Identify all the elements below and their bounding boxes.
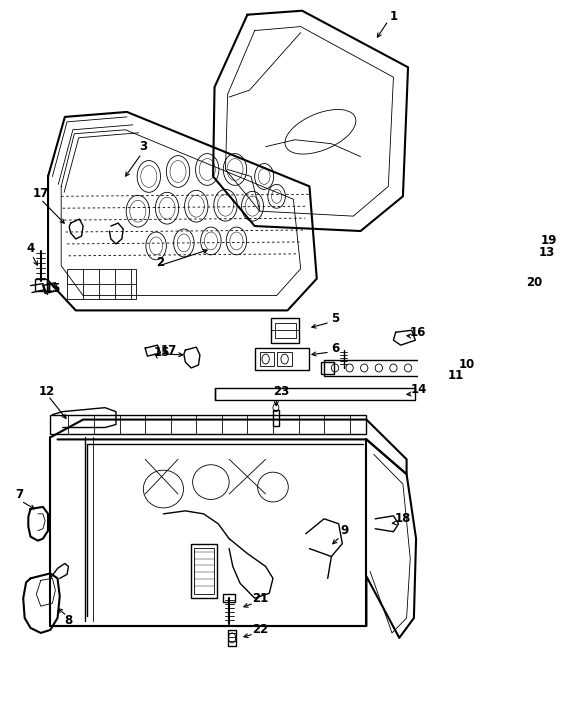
Text: 2: 2 bbox=[156, 256, 164, 269]
Text: 10: 10 bbox=[459, 358, 475, 371]
Bar bbox=[277, 352, 292, 366]
Text: 15: 15 bbox=[44, 282, 61, 295]
Text: 17: 17 bbox=[32, 187, 49, 199]
Bar bbox=[215, 388, 415, 400]
Bar bbox=[228, 630, 236, 646]
Text: 20: 20 bbox=[526, 276, 542, 289]
Text: 7: 7 bbox=[15, 488, 23, 501]
Bar bbox=[273, 410, 279, 426]
Bar bbox=[35, 279, 47, 290]
Text: 16: 16 bbox=[410, 325, 426, 339]
Text: 22: 22 bbox=[252, 623, 268, 636]
Bar bbox=[321, 362, 335, 374]
Bar bbox=[194, 547, 214, 594]
Text: 11: 11 bbox=[448, 369, 463, 382]
Text: 1: 1 bbox=[390, 10, 398, 23]
Text: 8: 8 bbox=[64, 614, 73, 627]
Text: 9: 9 bbox=[340, 524, 349, 537]
Bar bbox=[254, 348, 310, 370]
Text: 3: 3 bbox=[140, 141, 148, 153]
Text: 13: 13 bbox=[538, 246, 555, 259]
Text: 17: 17 bbox=[161, 344, 177, 357]
Bar bbox=[50, 415, 366, 435]
Text: 19: 19 bbox=[541, 234, 557, 248]
Bar bbox=[191, 544, 217, 598]
Text: 21: 21 bbox=[252, 592, 268, 605]
Bar bbox=[67, 269, 136, 298]
Bar bbox=[275, 323, 295, 339]
Bar bbox=[324, 360, 456, 376]
Bar bbox=[272, 318, 299, 343]
Text: 23: 23 bbox=[274, 385, 290, 398]
Text: 14: 14 bbox=[411, 384, 427, 396]
Text: 15: 15 bbox=[154, 346, 170, 359]
Text: 4: 4 bbox=[26, 242, 35, 256]
Text: 18: 18 bbox=[395, 513, 411, 526]
Bar bbox=[260, 352, 274, 366]
Text: 6: 6 bbox=[331, 341, 339, 355]
Bar bbox=[223, 594, 235, 602]
Text: 5: 5 bbox=[331, 312, 339, 325]
Text: 12: 12 bbox=[39, 385, 55, 398]
Bar bbox=[538, 302, 548, 314]
